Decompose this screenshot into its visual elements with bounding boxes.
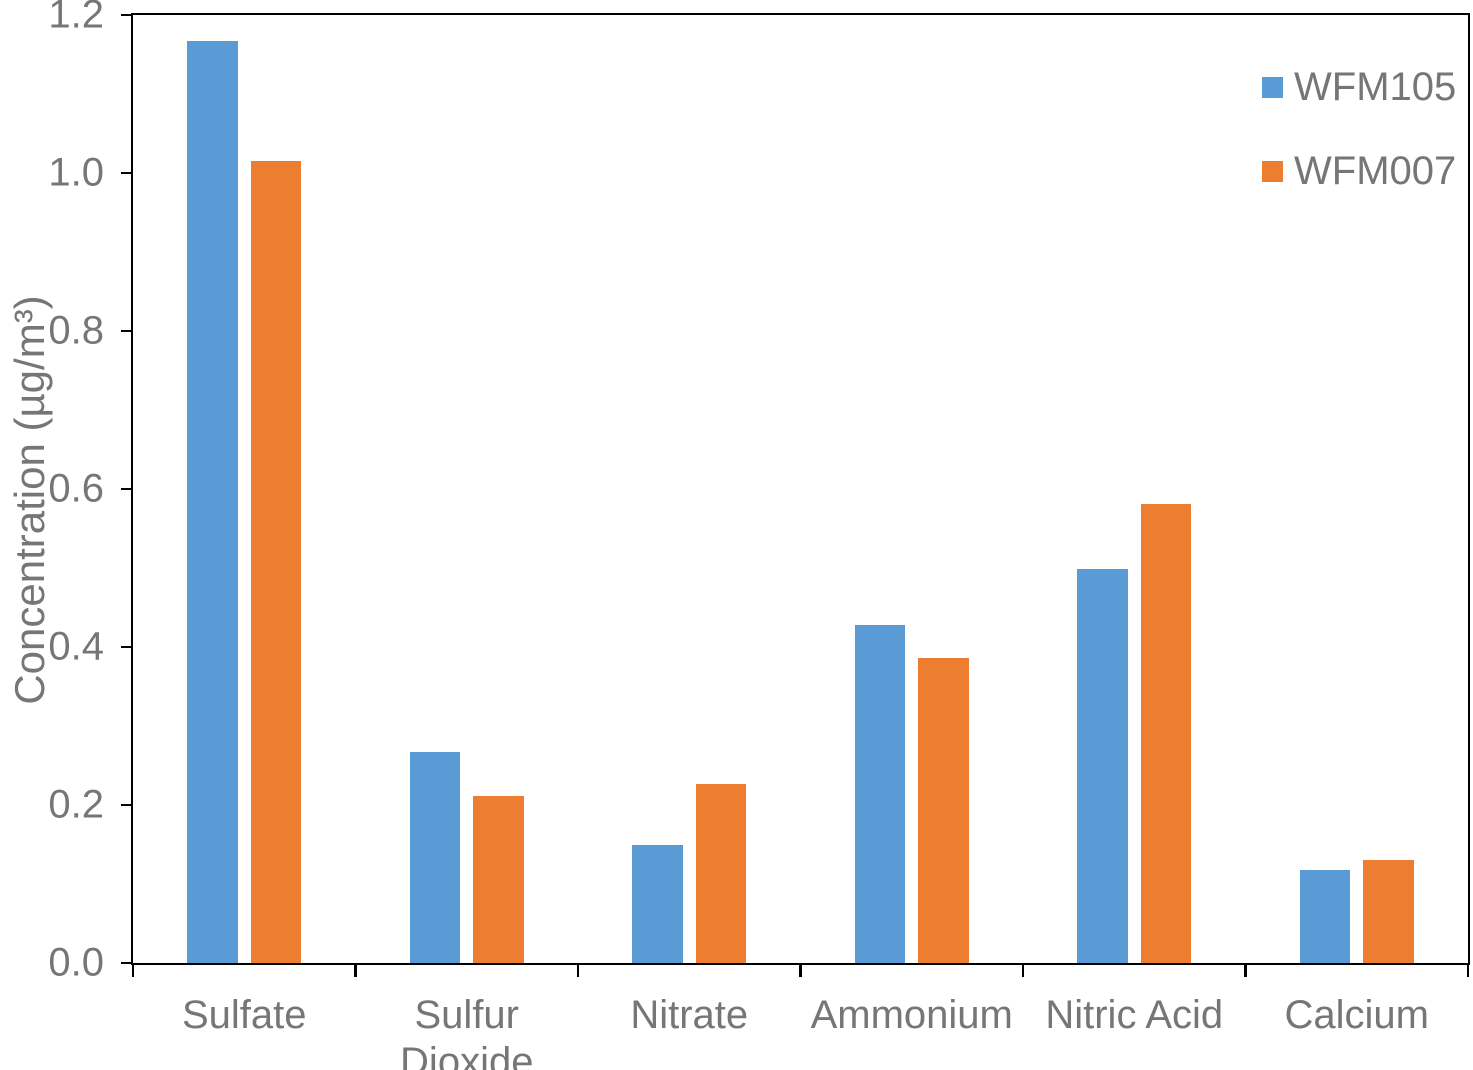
- y-axis-tick-label-0.8: 0.8: [48, 308, 104, 353]
- bar-wfm007-sulfate: [250, 161, 302, 963]
- x-axis-tick-5: [1244, 965, 1247, 977]
- bar-wfm105-nitric-acid: [1077, 568, 1128, 963]
- bar-wfm007-nitric-acid: [1140, 504, 1192, 963]
- y-axis-tick-label-0.0: 0.0: [48, 940, 104, 985]
- y-axis-tick-1.2: [121, 13, 133, 17]
- category-label-ammonium: Ammonium: [810, 993, 1013, 1037]
- y-axis-tick-0.8: [121, 329, 133, 333]
- bar-wfm007-calcium: [1363, 860, 1414, 963]
- bar-wfm007-nitrate: [695, 783, 747, 963]
- x-axis-tick-4: [1021, 965, 1025, 977]
- x-axis-tick-0: [131, 965, 135, 977]
- y-axis-tick-1.0: [121, 171, 133, 175]
- bar-wfm105-nitrate: [632, 845, 683, 963]
- legend-label-wfm007: WFM007: [1294, 149, 1457, 193]
- category-label-nitric-acid: Nitric Acid: [1045, 993, 1224, 1037]
- legend-swatch-wfm105: [1262, 77, 1283, 98]
- y-axis-tick-label-0.6: 0.6: [48, 466, 104, 511]
- y-axis-tick-0.6: [121, 487, 133, 491]
- category-label-calcium: Calcium: [1284, 993, 1429, 1037]
- x-axis-tick-2: [576, 965, 580, 977]
- y-axis-tick-label-0.2: 0.2: [48, 782, 104, 827]
- y-axis-tick-0.4: [121, 645, 133, 649]
- x-axis-tick-1: [354, 965, 357, 977]
- bar-wfm105-ammonium: [854, 624, 906, 963]
- legend-item-wfm007: WFM007: [1262, 149, 1456, 194]
- category-label-sulfate: Sulfate: [181, 993, 307, 1037]
- legend-item-wfm105: WFM105: [1262, 65, 1456, 110]
- category-label-sulfur-dioxide: Sulfur Dioxide: [400, 993, 534, 1070]
- bar-wfm105-sulfur-dioxide: [409, 752, 461, 963]
- y-axis-tick-0.0: [121, 961, 133, 965]
- bar-wfm105-sulfate: [187, 41, 238, 963]
- category-label-nitrate: Nitrate: [630, 993, 749, 1037]
- y-axis-tick-0.2: [121, 803, 133, 807]
- x-axis-tick-6: [1466, 965, 1470, 977]
- y-axis-tick-label-1.0: 1.0: [48, 150, 104, 195]
- bar-wfm007-sulfur-dioxide: [473, 796, 524, 963]
- y-axis-tick-label-1.2: 1.2: [48, 0, 104, 37]
- bar-wfm105-calcium: [1299, 869, 1351, 963]
- y-axis-tick-label-0.4: 0.4: [48, 624, 104, 669]
- bar-wfm007-ammonium: [918, 658, 969, 963]
- legend-swatch-wfm007: [1262, 161, 1283, 182]
- legend-label-wfm105: WFM105: [1294, 65, 1457, 109]
- x-axis-tick-3: [799, 965, 802, 977]
